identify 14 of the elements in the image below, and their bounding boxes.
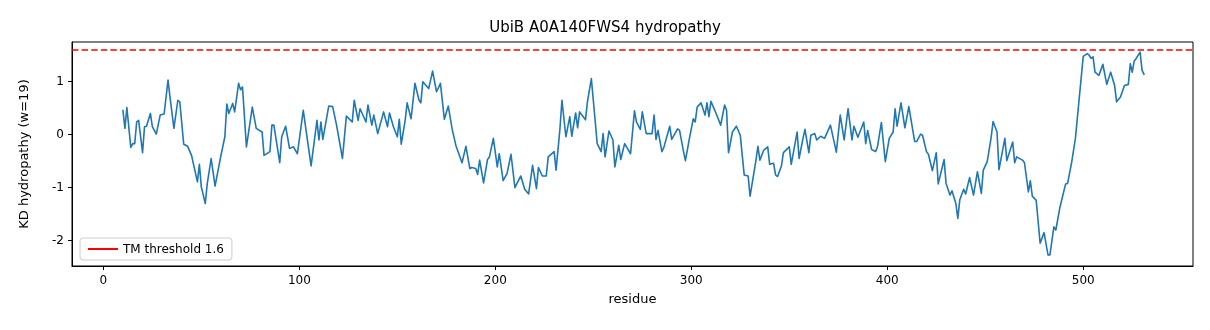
y-axis-title: KD hydropathy (w=19)	[16, 79, 31, 229]
x-tick-label: 100	[287, 273, 311, 287]
x-tick-label: 500	[1071, 273, 1095, 287]
x-axis-title: residue	[608, 291, 657, 306]
chart-title: UbiB A0A140FWS4 hydropathy	[489, 17, 721, 36]
legend-label: TM threshold 1.6	[122, 242, 224, 256]
y-tick-label: 0	[56, 127, 64, 142]
x-tick-label: 300	[679, 273, 703, 287]
x-tick-label: 200	[483, 273, 507, 287]
y-tick-label: -2	[52, 233, 64, 248]
x-tick-label: 0	[99, 273, 108, 287]
x-tick-label: 400	[875, 273, 899, 287]
y-tick-label: 1	[56, 74, 64, 89]
y-tick-label: -1	[52, 180, 64, 195]
